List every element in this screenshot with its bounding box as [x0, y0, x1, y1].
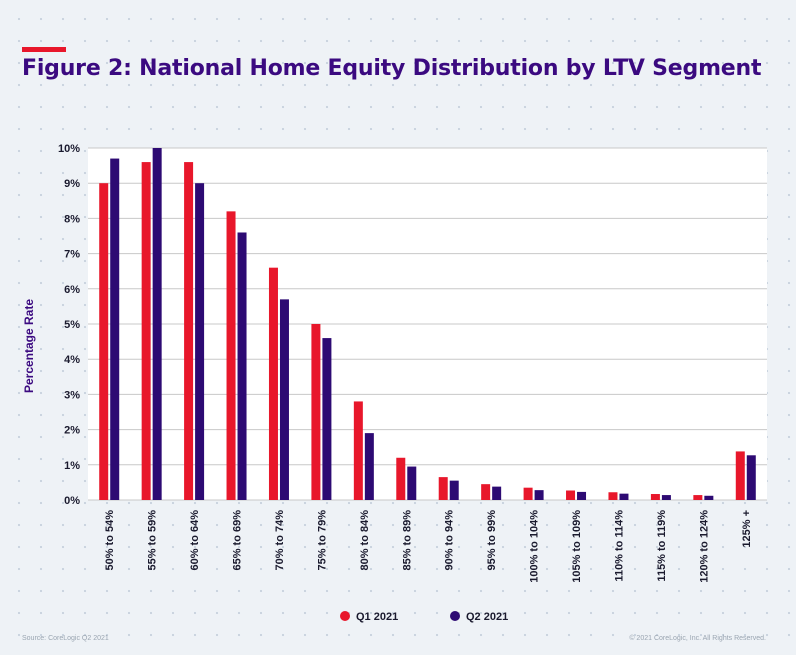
- bar-q2: [661, 495, 671, 500]
- x-tick-label: 110% to 114%: [613, 510, 625, 582]
- x-tick-label: 65% to 69%: [232, 510, 244, 571]
- bar-q2: [152, 148, 162, 500]
- bar-q2: [449, 480, 459, 500]
- y-tick-label: 3%: [64, 389, 80, 401]
- bar-q2: [195, 183, 205, 500]
- bar-q1: [396, 457, 406, 500]
- legend-label-q1: Q1 2021: [356, 611, 398, 623]
- bar-q2: [279, 299, 289, 500]
- x-tick-label: 95% to 99%: [486, 510, 498, 571]
- copyright-note: © 2021 CoreLogic, Inc. All Rights Reserv…: [629, 635, 766, 642]
- bar-q1: [608, 492, 618, 500]
- y-tick-label: 7%: [64, 249, 80, 261]
- legend-label-q2: Q2 2021: [466, 611, 508, 623]
- y-tick-label: 6%: [64, 284, 80, 296]
- x-tick-label: 75% to 79%: [316, 510, 328, 571]
- x-tick-label: 100% to 104%: [529, 510, 541, 583]
- x-tick-label: 90% to 94%: [444, 510, 456, 571]
- bar-q1: [226, 211, 236, 501]
- bar-q2: [704, 495, 714, 500]
- y-tick-label: 0%: [64, 495, 80, 507]
- y-tick-label: 10%: [58, 143, 80, 155]
- x-tick-label: 115% to 119%: [656, 510, 668, 582]
- x-tick-label: 105% to 109%: [571, 510, 583, 583]
- bar-q1: [481, 484, 491, 500]
- title-accent-bar: [22, 47, 66, 52]
- y-tick-label: 5%: [64, 319, 80, 331]
- chart-title: Figure 2: National Home Equity Distribut…: [22, 56, 762, 81]
- bar-q1: [523, 487, 533, 500]
- bar-q1: [99, 183, 109, 500]
- bar-q2: [364, 433, 374, 500]
- bar-q1: [438, 477, 448, 500]
- source-note: Source: CoreLogic Q2 2021: [22, 635, 109, 642]
- bar-q1: [353, 401, 363, 500]
- bar-q1: [693, 495, 703, 500]
- y-axis-label: Percentage Rate: [22, 299, 36, 393]
- y-tick-label: 1%: [64, 460, 80, 472]
- bar-q1: [566, 490, 576, 500]
- bar-q2: [746, 455, 756, 500]
- x-tick-label: 120% to 124%: [698, 510, 710, 583]
- x-tick-label: 85% to 89%: [401, 510, 413, 571]
- bar-q2: [110, 158, 120, 500]
- bar-q2: [492, 486, 502, 500]
- x-tick-label: 125% +: [741, 510, 753, 548]
- bar-q2: [407, 466, 417, 500]
- bar-q2: [322, 338, 332, 500]
- bar-q1: [141, 162, 151, 500]
- bar-q1: [184, 162, 194, 500]
- bar-q1: [268, 267, 278, 500]
- bar-q2: [577, 491, 587, 500]
- x-tick-label: 55% to 59%: [147, 510, 159, 571]
- bar-q2: [619, 493, 629, 500]
- legend-marker-q2: [450, 611, 460, 621]
- bar-q1: [735, 451, 745, 500]
- bar-q1: [650, 494, 660, 500]
- x-tick-label: 50% to 54%: [104, 510, 116, 571]
- bar-q1: [311, 324, 321, 500]
- x-tick-label: 60% to 64%: [189, 510, 201, 571]
- bar-q2: [534, 490, 544, 500]
- y-tick-label: 9%: [64, 178, 80, 190]
- bar-q2: [237, 232, 247, 501]
- x-tick-label: 80% to 84%: [359, 510, 371, 571]
- x-tick-label: 70% to 74%: [274, 510, 286, 571]
- y-tick-label: 2%: [64, 425, 80, 437]
- y-tick-label: 4%: [64, 354, 80, 366]
- legend-marker-q1: [340, 611, 350, 621]
- y-tick-label: 8%: [64, 213, 80, 225]
